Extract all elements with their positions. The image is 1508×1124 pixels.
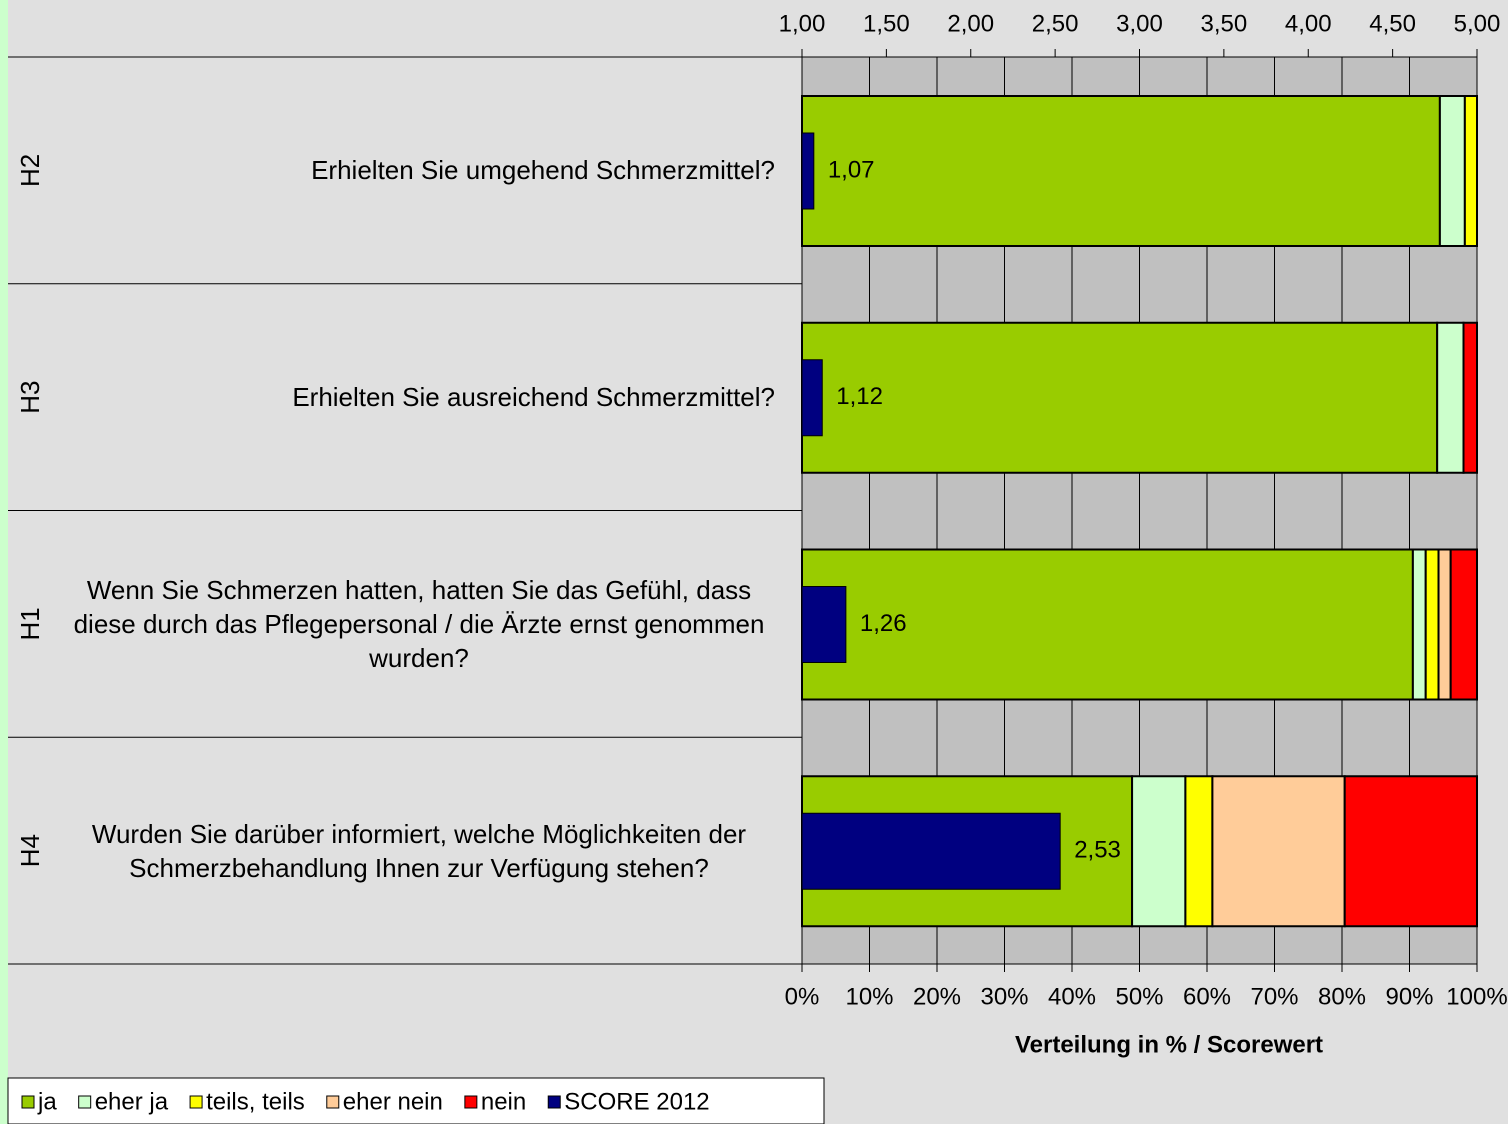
x2-tick-label: 2,00 [947, 10, 994, 37]
category-label: Erhielten Sie umgehend Schmerzmittel? [311, 155, 775, 186]
bar-segment [1463, 95, 1478, 247]
category-label-box: Wenn Sie Schmerzen hatten, hatten Sie da… [40, 511, 775, 738]
bar-segment [1438, 95, 1466, 247]
x-tick-label: 100% [1446, 983, 1507, 1010]
category-label: Wenn Sie Schmerzen hatten, hatten Sie da… [73, 574, 765, 673]
x-tick-label: 70% [1250, 983, 1298, 1010]
bar-segment [1343, 775, 1478, 928]
x2-tick-label: 3,00 [1116, 10, 1163, 37]
legend-label: teils, teils [206, 1088, 305, 1115]
x-axis-title: Verteilung in % / Scorewert [1015, 1031, 1323, 1058]
x-tick-label: 80% [1318, 983, 1366, 1010]
bar-segment [1131, 775, 1187, 928]
category-label: Wurden Sie darüber informiert, welche Mö… [91, 818, 747, 883]
x-tick-label: 0% [785, 983, 820, 1010]
legend-swatch [326, 1095, 340, 1109]
bar-segment [801, 95, 1441, 247]
data-label: 2,53 [1074, 837, 1121, 864]
bar-segment [1436, 321, 1465, 474]
row-code: H3 [15, 381, 45, 414]
row-code: H2 [15, 154, 45, 187]
data-label: 1,07 [828, 156, 875, 183]
legend-swatch [189, 1095, 203, 1109]
x2-tick-label: 4,00 [1285, 10, 1332, 37]
x-tick-label: 40% [1048, 983, 1096, 1010]
category-label-box: Erhielten Sie umgehend Schmerzmittel? [40, 57, 775, 284]
legend-label: ja [37, 1088, 57, 1115]
bar-segment [1437, 548, 1452, 701]
legend-swatch [21, 1095, 35, 1109]
category-label: Erhielten Sie ausreichend Schmerzmittel? [292, 382, 775, 413]
legend-label: eher ja [95, 1088, 169, 1115]
bar-segment [1449, 548, 1479, 701]
legend-label: nein [481, 1088, 526, 1115]
bar-segment [801, 548, 1414, 701]
legend-swatch [78, 1095, 92, 1109]
data-label: 1,12 [836, 383, 883, 410]
legend-label: SCORE 2012 [564, 1088, 709, 1115]
x-tick-label: 10% [845, 983, 893, 1010]
data-label: 1,26 [860, 610, 907, 637]
x-tick-label: 50% [1115, 983, 1163, 1010]
x2-tick-label: 1,50 [863, 10, 910, 37]
x2-tick-label: 1,00 [779, 10, 826, 37]
bar-segment [801, 321, 1439, 474]
x-tick-label: 30% [980, 983, 1028, 1010]
x-tick-label: 90% [1385, 983, 1433, 1010]
bar-segment [1424, 548, 1440, 701]
legend-swatch [464, 1095, 478, 1109]
score-bar [801, 586, 847, 663]
x2-tick-label: 3,50 [1201, 10, 1248, 37]
score-bar [801, 812, 1061, 890]
bar-segment [1462, 321, 1478, 474]
bar-segment [1211, 775, 1346, 928]
score-bar [801, 132, 815, 210]
category-label-box: Erhielten Sie ausreichend Schmerzmittel? [40, 284, 775, 511]
x2-tick-label: 4,50 [1369, 10, 1416, 37]
legend-swatch [547, 1095, 561, 1109]
x2-tick-label: 2,50 [1032, 10, 1079, 37]
category-label-box: Wurden Sie darüber informiert, welche Mö… [40, 737, 775, 964]
bar-segment [1184, 775, 1214, 928]
row-code: H1 [15, 607, 45, 640]
score-bar [801, 359, 823, 437]
legend-label: eher nein [343, 1088, 443, 1115]
x2-tick-label: 5,00 [1454, 10, 1501, 37]
x-tick-label: 20% [913, 983, 961, 1010]
side-strip [0, 0, 8, 1124]
bar-segment [1411, 548, 1427, 701]
legend: ja eher ja teils, teils eher nein nein SCORE … [7, 1077, 825, 1124]
row-code: H4 [15, 834, 45, 867]
legend-box [7, 1077, 825, 1124]
x-tick-label: 60% [1183, 983, 1231, 1010]
